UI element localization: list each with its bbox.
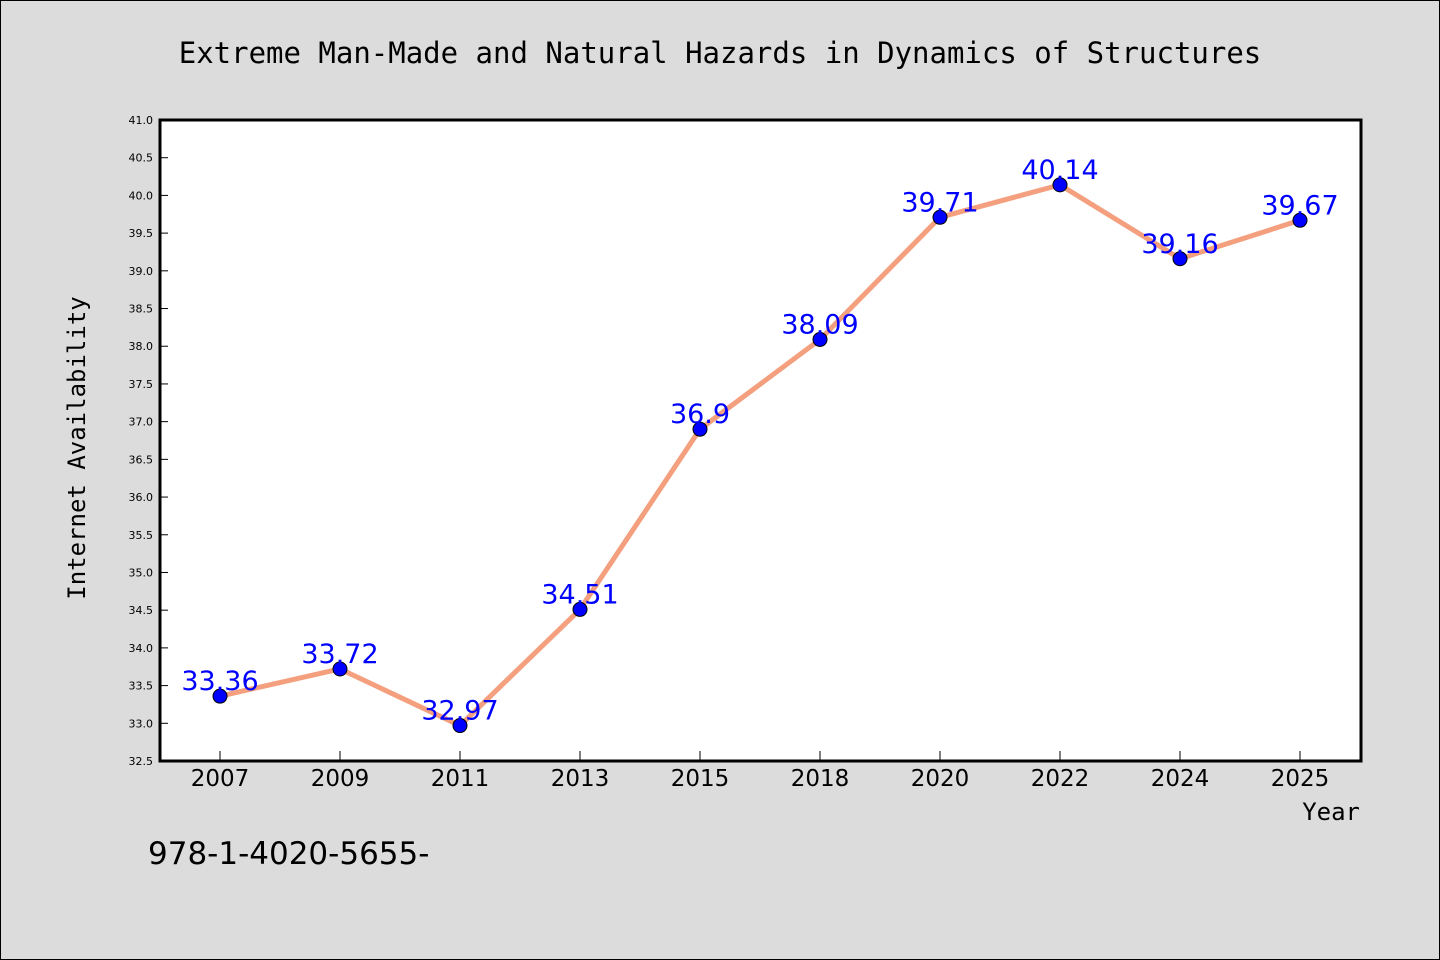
y-tick-label: 40.0 bbox=[129, 189, 154, 202]
y-tick-label: 33.5 bbox=[129, 680, 154, 693]
data-label: 36.9 bbox=[670, 399, 730, 430]
y-tick-label: 37.0 bbox=[129, 416, 154, 429]
data-label: 33.72 bbox=[301, 639, 378, 670]
y-tick-label: 36.5 bbox=[129, 453, 154, 466]
data-label: 40.14 bbox=[1021, 155, 1098, 186]
footer-isbn: 978-1-4020-5655- bbox=[148, 836, 429, 872]
y-tick-label: 39.5 bbox=[129, 227, 154, 240]
x-axis-ticks: 2007 2009 2011 2013 2015 2018 2020 2022 2024 2025 bbox=[191, 751, 1330, 792]
y-tick-label: 41.0 bbox=[129, 114, 154, 127]
x-tick-label: 2013 bbox=[551, 766, 610, 792]
y-tick-label: 34.5 bbox=[129, 604, 154, 617]
x-tick-label: 2015 bbox=[671, 766, 730, 792]
data-label: 39.71 bbox=[901, 187, 978, 218]
x-axis-label: Year bbox=[1302, 798, 1360, 826]
x-tick-label: 2018 bbox=[791, 766, 850, 792]
data-labels: 33.36 33.72 32.97 34.51 36.9 38.09 39.71 40.14 3… bbox=[181, 155, 1338, 727]
x-tick-label: 2020 bbox=[911, 766, 970, 792]
series-line bbox=[217, 182, 1303, 729]
chart-title: Extreme Man-Made and Natural Hazards in … bbox=[179, 36, 1262, 70]
data-point bbox=[572, 601, 588, 617]
y-tick-label: 33.0 bbox=[129, 717, 154, 730]
data-point bbox=[212, 688, 228, 704]
data-label: 34.51 bbox=[541, 579, 618, 610]
data-points bbox=[212, 177, 1308, 734]
y-axis-label: Internet Availability bbox=[63, 296, 91, 599]
y-tick-label: 38.5 bbox=[129, 303, 154, 316]
x-tick-label: 2022 bbox=[1031, 766, 1090, 792]
y-tick-label: 40.5 bbox=[129, 152, 154, 165]
data-point bbox=[932, 209, 948, 225]
x-tick-label: 2009 bbox=[311, 766, 370, 792]
series-polyline bbox=[217, 182, 1303, 729]
x-tick-label: 2007 bbox=[191, 766, 250, 792]
data-point bbox=[812, 331, 828, 347]
y-tick-label: 34.0 bbox=[129, 642, 154, 655]
data-point bbox=[452, 718, 468, 734]
y-tick-label: 39.0 bbox=[129, 265, 154, 278]
y-tick-label: 35.0 bbox=[129, 566, 154, 579]
y-tick-label: 32.5 bbox=[129, 755, 154, 768]
x-tick-label: 2025 bbox=[1271, 766, 1330, 792]
data-point bbox=[332, 661, 348, 677]
x-tick-label: 2024 bbox=[1151, 766, 1210, 792]
data-label: 38.09 bbox=[781, 309, 858, 340]
data-point bbox=[692, 421, 708, 437]
data-label: 39.67 bbox=[1261, 190, 1338, 221]
data-point bbox=[1172, 251, 1188, 267]
y-tick-label: 36.0 bbox=[129, 491, 154, 504]
y-tick-label: 35.5 bbox=[129, 529, 154, 542]
data-label: 33.36 bbox=[181, 666, 258, 697]
x-tick-label: 2011 bbox=[431, 766, 490, 792]
y-tick-label: 38.0 bbox=[129, 340, 154, 353]
data-label: 39.16 bbox=[1141, 229, 1218, 260]
y-axis-ticks: 32.5 33.0 33.5 34.0 34.5 35.0 35.5 36.0 36.5 37.0… bbox=[129, 114, 168, 768]
data-point bbox=[1292, 212, 1308, 228]
data-label: 32.97 bbox=[421, 696, 498, 727]
data-point bbox=[1052, 177, 1068, 193]
plot-area bbox=[158, 118, 1363, 763]
y-tick-label: 37.5 bbox=[129, 378, 154, 391]
